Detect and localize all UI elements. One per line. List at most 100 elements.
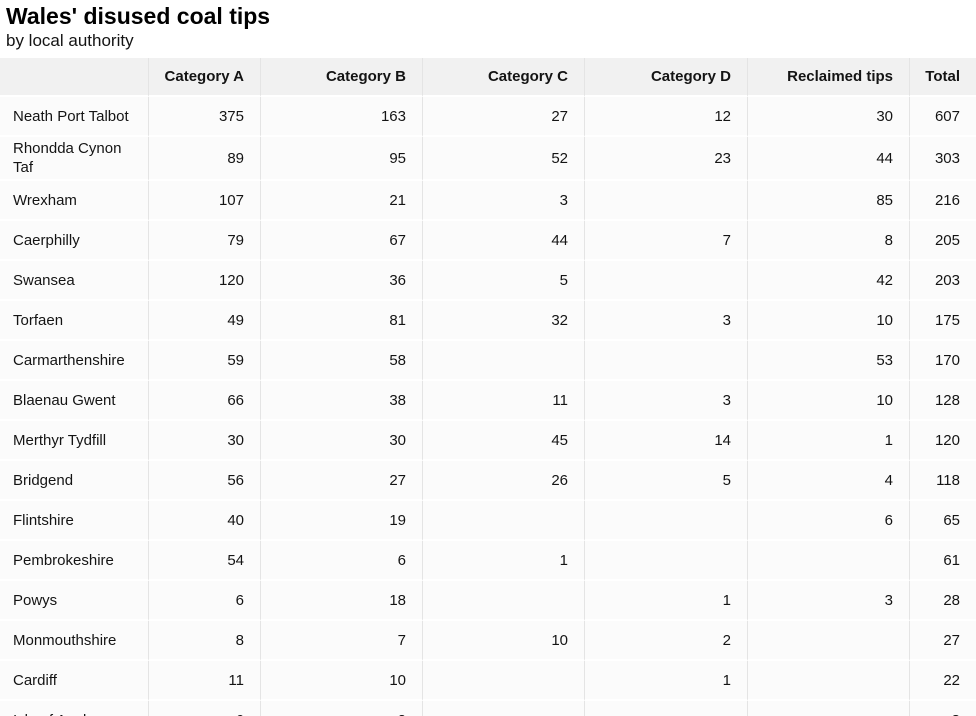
table-row: Caerphilly 79 67 44 7 8 205 <box>0 221 976 261</box>
column-header: Reclaimed tips <box>748 58 910 97</box>
value-cell: 36 <box>261 261 423 301</box>
value-cell: 607 <box>910 97 976 137</box>
table-row: Bridgend 56 27 26 5 4 118 <box>0 461 976 501</box>
value-cell: 4 <box>748 461 910 501</box>
row-label: Blaenau Gwent <box>0 381 149 421</box>
table-row: Monmouthshire 8 7 10 2 27 <box>0 621 976 661</box>
value-cell: 216 <box>910 181 976 221</box>
value-cell: 128 <box>910 381 976 421</box>
value-cell: 6 <box>149 701 261 716</box>
value-cell: 3 <box>423 181 585 221</box>
table-row: Rhondda Cynon Taf 89 95 52 23 44 303 <box>0 137 976 181</box>
value-cell: 1 <box>585 581 748 621</box>
value-cell: 170 <box>910 341 976 381</box>
value-cell: 23 <box>585 137 748 181</box>
row-label: Cardiff <box>0 661 149 701</box>
chart-header: Wales' disused coal tips by local author… <box>0 0 976 51</box>
value-cell: 375 <box>149 97 261 137</box>
page-subtitle: by local authority <box>6 31 134 50</box>
value-cell: 303 <box>910 137 976 181</box>
table-row: Merthyr Tydfill 30 30 45 14 1 120 <box>0 421 976 461</box>
value-cell: 53 <box>748 341 910 381</box>
value-cell: 6 <box>748 501 910 541</box>
value-cell <box>585 501 748 541</box>
value-cell: 61 <box>910 541 976 581</box>
value-cell: 12 <box>585 97 748 137</box>
row-label: Wrexham <box>0 181 149 221</box>
page-title: Wales' disused coal tips <box>6 3 271 29</box>
value-cell: 38 <box>261 381 423 421</box>
value-cell: 2 <box>261 701 423 716</box>
table-row: Torfaen 49 81 32 3 10 175 <box>0 301 976 341</box>
value-cell: 10 <box>261 661 423 701</box>
value-cell: 54 <box>149 541 261 581</box>
value-cell: 163 <box>261 97 423 137</box>
value-cell: 44 <box>423 221 585 261</box>
row-label: Merthyr Tydfill <box>0 421 149 461</box>
value-cell: 3 <box>585 301 748 341</box>
value-cell: 120 <box>910 421 976 461</box>
value-cell: 59 <box>149 341 261 381</box>
value-cell <box>585 261 748 301</box>
table-row: Pembrokeshire 54 6 1 61 <box>0 541 976 581</box>
value-cell <box>585 341 748 381</box>
value-cell: 89 <box>149 137 261 181</box>
value-cell: 30 <box>149 421 261 461</box>
value-cell <box>748 541 910 581</box>
row-label: Isle of Anglesey <box>0 701 149 716</box>
value-cell <box>748 661 910 701</box>
value-cell <box>423 661 585 701</box>
value-cell: 11 <box>423 381 585 421</box>
value-cell: 5 <box>585 461 748 501</box>
table-row: Swansea 120 36 5 42 203 <box>0 261 976 301</box>
value-cell: 1 <box>423 541 585 581</box>
value-cell: 58 <box>261 341 423 381</box>
value-cell: 22 <box>910 661 976 701</box>
value-cell: 205 <box>910 221 976 261</box>
value-cell <box>748 701 910 716</box>
value-cell: 118 <box>910 461 976 501</box>
table-row: Flintshire 40 19 6 65 <box>0 501 976 541</box>
value-cell: 45 <box>423 421 585 461</box>
row-label: Swansea <box>0 261 149 301</box>
row-label: Neath Port Talbot <box>0 97 149 137</box>
value-cell: 79 <box>149 221 261 261</box>
value-cell: 120 <box>149 261 261 301</box>
value-cell: 7 <box>261 621 423 661</box>
value-cell: 203 <box>910 261 976 301</box>
value-cell: 44 <box>748 137 910 181</box>
table-row: Isle of Anglesey62 8 <box>0 701 976 716</box>
value-cell: 65 <box>910 501 976 541</box>
value-cell: 10 <box>423 621 585 661</box>
value-cell: 28 <box>910 581 976 621</box>
column-header: Category D <box>585 58 748 97</box>
value-cell: 8 <box>748 221 910 261</box>
value-cell: 67 <box>261 221 423 261</box>
value-cell: 27 <box>910 621 976 661</box>
value-cell: 95 <box>261 137 423 181</box>
value-cell <box>423 501 585 541</box>
value-cell: 56 <box>149 461 261 501</box>
value-cell: 3 <box>748 581 910 621</box>
value-cell: 27 <box>423 97 585 137</box>
row-label: Monmouthshire <box>0 621 149 661</box>
value-cell: 6 <box>261 541 423 581</box>
value-cell: 49 <box>149 301 261 341</box>
value-cell: 85 <box>748 181 910 221</box>
row-label: Rhondda Cynon Taf <box>0 137 149 181</box>
column-header: Category C <box>423 58 585 97</box>
value-cell: 66 <box>149 381 261 421</box>
value-cell: 27 <box>261 461 423 501</box>
value-cell: 8 <box>149 621 261 661</box>
row-label: Carmarthenshire <box>0 341 149 381</box>
value-cell: 3 <box>585 381 748 421</box>
value-cell: 8 <box>910 701 976 716</box>
value-cell: 14 <box>585 421 748 461</box>
row-label: Flintshire <box>0 501 149 541</box>
column-header: Category B <box>261 58 423 97</box>
coal-tips-table: Category A Category B Category C Category D… <box>0 58 976 716</box>
column-header: Category A <box>149 58 261 97</box>
row-label: Caerphilly <box>0 221 149 261</box>
value-cell <box>585 181 748 221</box>
value-cell: 1 <box>748 421 910 461</box>
